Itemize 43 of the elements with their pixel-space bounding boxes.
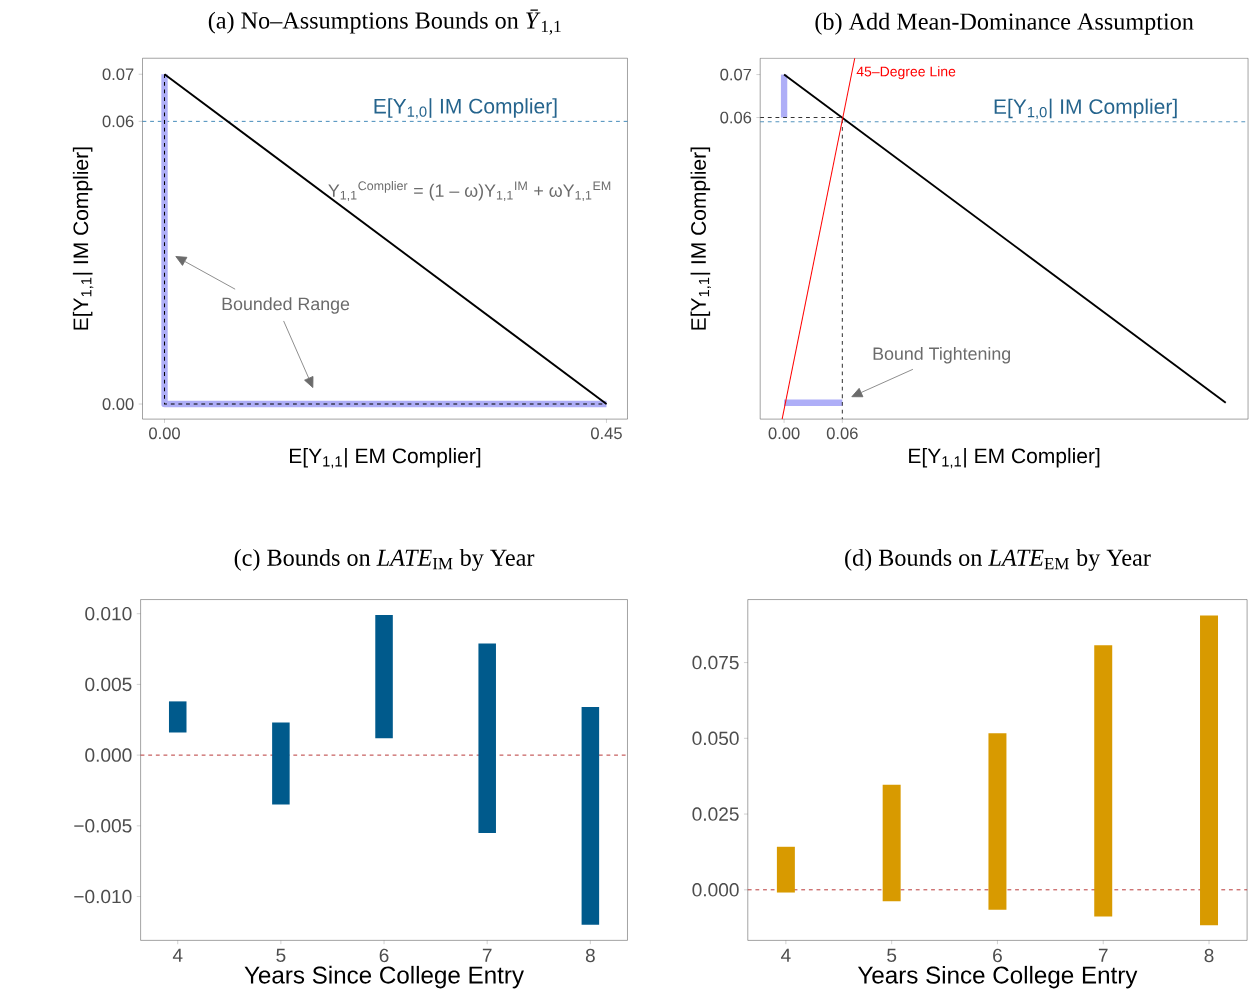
text: Y$_{1,1}$$^{Complier}$ = (1 – ω)Y$_{1,1}$$^{IM}$ + ωY$_{1,1}$EM — [328, 181, 611, 202]
chart-title: (b) Add Mean-Dominance Assumption — [815, 12, 1194, 35]
chart-title: (d) Bounds on LATE$_{EM}$ by Year — [845, 549, 1151, 572]
x-tick-label: 6 — [379, 948, 389, 963]
x-tick-label: 0.00 — [768, 427, 800, 440]
chart-title: (c) Bounds on LATE$_{IM}$ by Year — [234, 549, 535, 572]
y-tick-label: 0.005 — [85, 677, 132, 692]
series-label: 45–Degree Line — [856, 66, 956, 80]
x-axis-title: E[Y$_{1,1}$| EM Complier] — [290, 448, 481, 469]
y-tick-label: 0.000 — [692, 883, 739, 897]
ref-line-label: E[Y$_{1,0}$| IM Complier] — [994, 98, 1177, 120]
x-tick-label: 4 — [172, 948, 183, 963]
ref-line-label: E[Y$_{1,0}$| IM Complier] — [374, 98, 557, 119]
x-tick-label: 5 — [887, 948, 897, 963]
x-tick-label: 0.06 — [826, 427, 858, 440]
x-tick-label: 0.45 — [591, 427, 622, 440]
y-tick-label: 0.00 — [102, 398, 134, 411]
y-tick-label: 0.050 — [692, 731, 739, 746]
x-axis-title: Years Since College Entry — [244, 966, 524, 989]
x-tick-label: 5 — [276, 948, 286, 963]
y-tick-label: 0.075 — [692, 656, 739, 670]
y-tick-label: 0.07 — [720, 68, 752, 81]
y-tick-label: 0.06 — [102, 115, 134, 128]
x-tick-label: 0.00 — [149, 427, 180, 440]
x-tick-label: 8 — [1204, 948, 1214, 963]
annotation: Bounded Range — [222, 297, 350, 314]
y-tick-label: 0.000 — [85, 748, 132, 763]
y-tick-label: −0.010 — [74, 889, 132, 904]
x-tick-label: 7 — [1098, 948, 1108, 963]
x-tick-label: 7 — [482, 948, 492, 963]
x-tick-label: 4 — [781, 948, 791, 963]
y-axis-title: E[Y$_{1,1}$| IM Complier] — [690, 147, 711, 330]
x-axis-title: Years Since College Entry — [857, 966, 1138, 989]
x-tick-label: 6 — [993, 948, 1002, 963]
y-tick-label: 0.010 — [85, 607, 132, 621]
chart-title: (a) No–Assumptions Bounds on Ȳ$_{1,1}$ — [208, 9, 561, 35]
y-axis-title: E[Y$_{1,1}$| IM Complier] — [72, 147, 94, 330]
y-tick-label: −0.005 — [74, 819, 132, 833]
y-tick-label: 0.025 — [692, 807, 739, 821]
x-axis-title: E[Y$_{1,1}$| EM Complier] — [909, 448, 1100, 469]
annotation: Bound Tightening — [873, 347, 1011, 364]
y-tick-label: 0.07 — [102, 68, 134, 81]
x-tick-label: 8 — [585, 948, 595, 963]
